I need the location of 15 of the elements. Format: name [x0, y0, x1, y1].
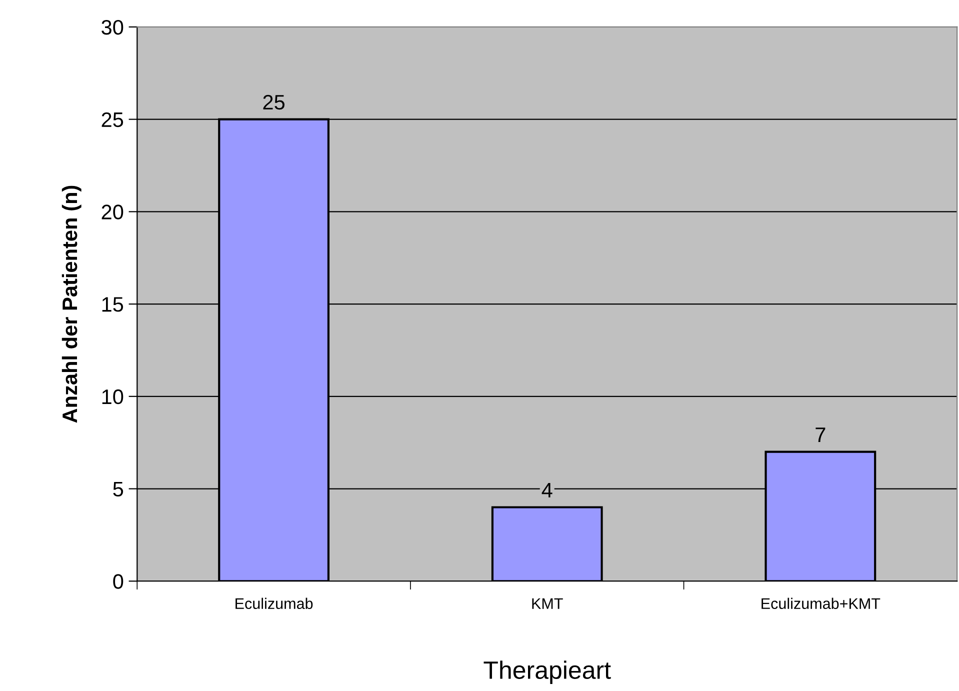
y-tick-label: 20: [102, 204, 124, 220]
x-axis-title: Therapieart: [484, 660, 611, 684]
y-tick-label: 15: [102, 297, 124, 312]
x-tick-label: Eculizumab: [236, 598, 313, 610]
x-tick-label: KMT: [532, 598, 563, 609]
data-label: 4: [542, 483, 552, 498]
y-tick-label: 10: [102, 389, 124, 404]
y-axis-title: Anzahl der Patienten (n): [62, 186, 82, 423]
y-tick-label: 30: [102, 20, 124, 35]
data-label: 25: [263, 94, 285, 110]
x-tick-label: Eculizumab+KMT: [762, 598, 880, 610]
y-tick-label: 5: [113, 482, 124, 497]
y-tick-label: 25: [102, 112, 124, 128]
data-label: 7: [816, 428, 826, 442]
y-tick-label: 0: [113, 574, 124, 589]
